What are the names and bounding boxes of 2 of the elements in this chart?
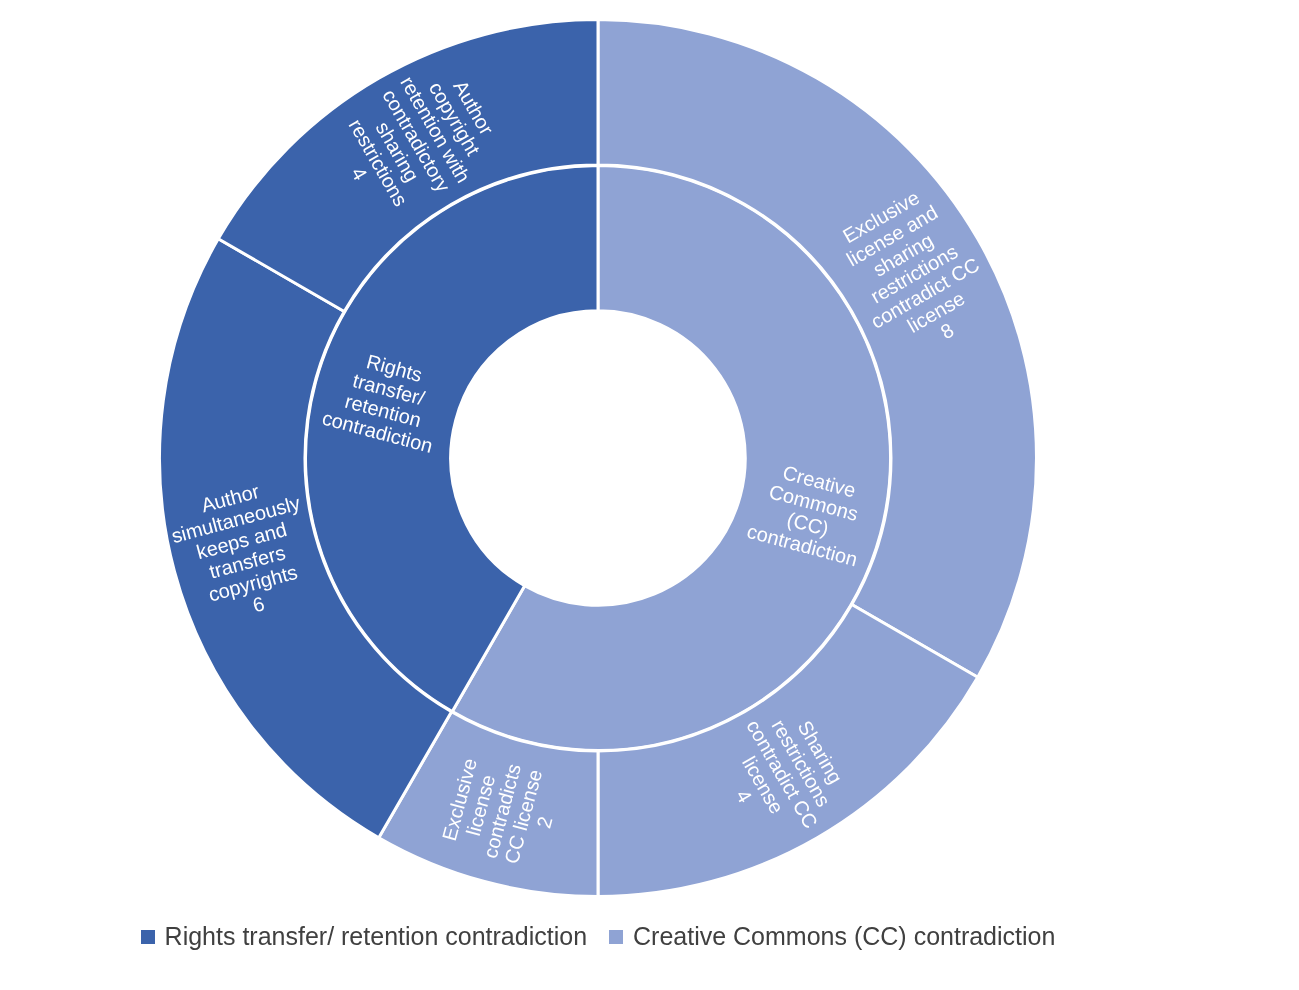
legend-label: Creative Commons (CC) contradiction: [633, 922, 1056, 951]
legend-label: Rights transfer/ retention contradiction: [164, 922, 588, 951]
